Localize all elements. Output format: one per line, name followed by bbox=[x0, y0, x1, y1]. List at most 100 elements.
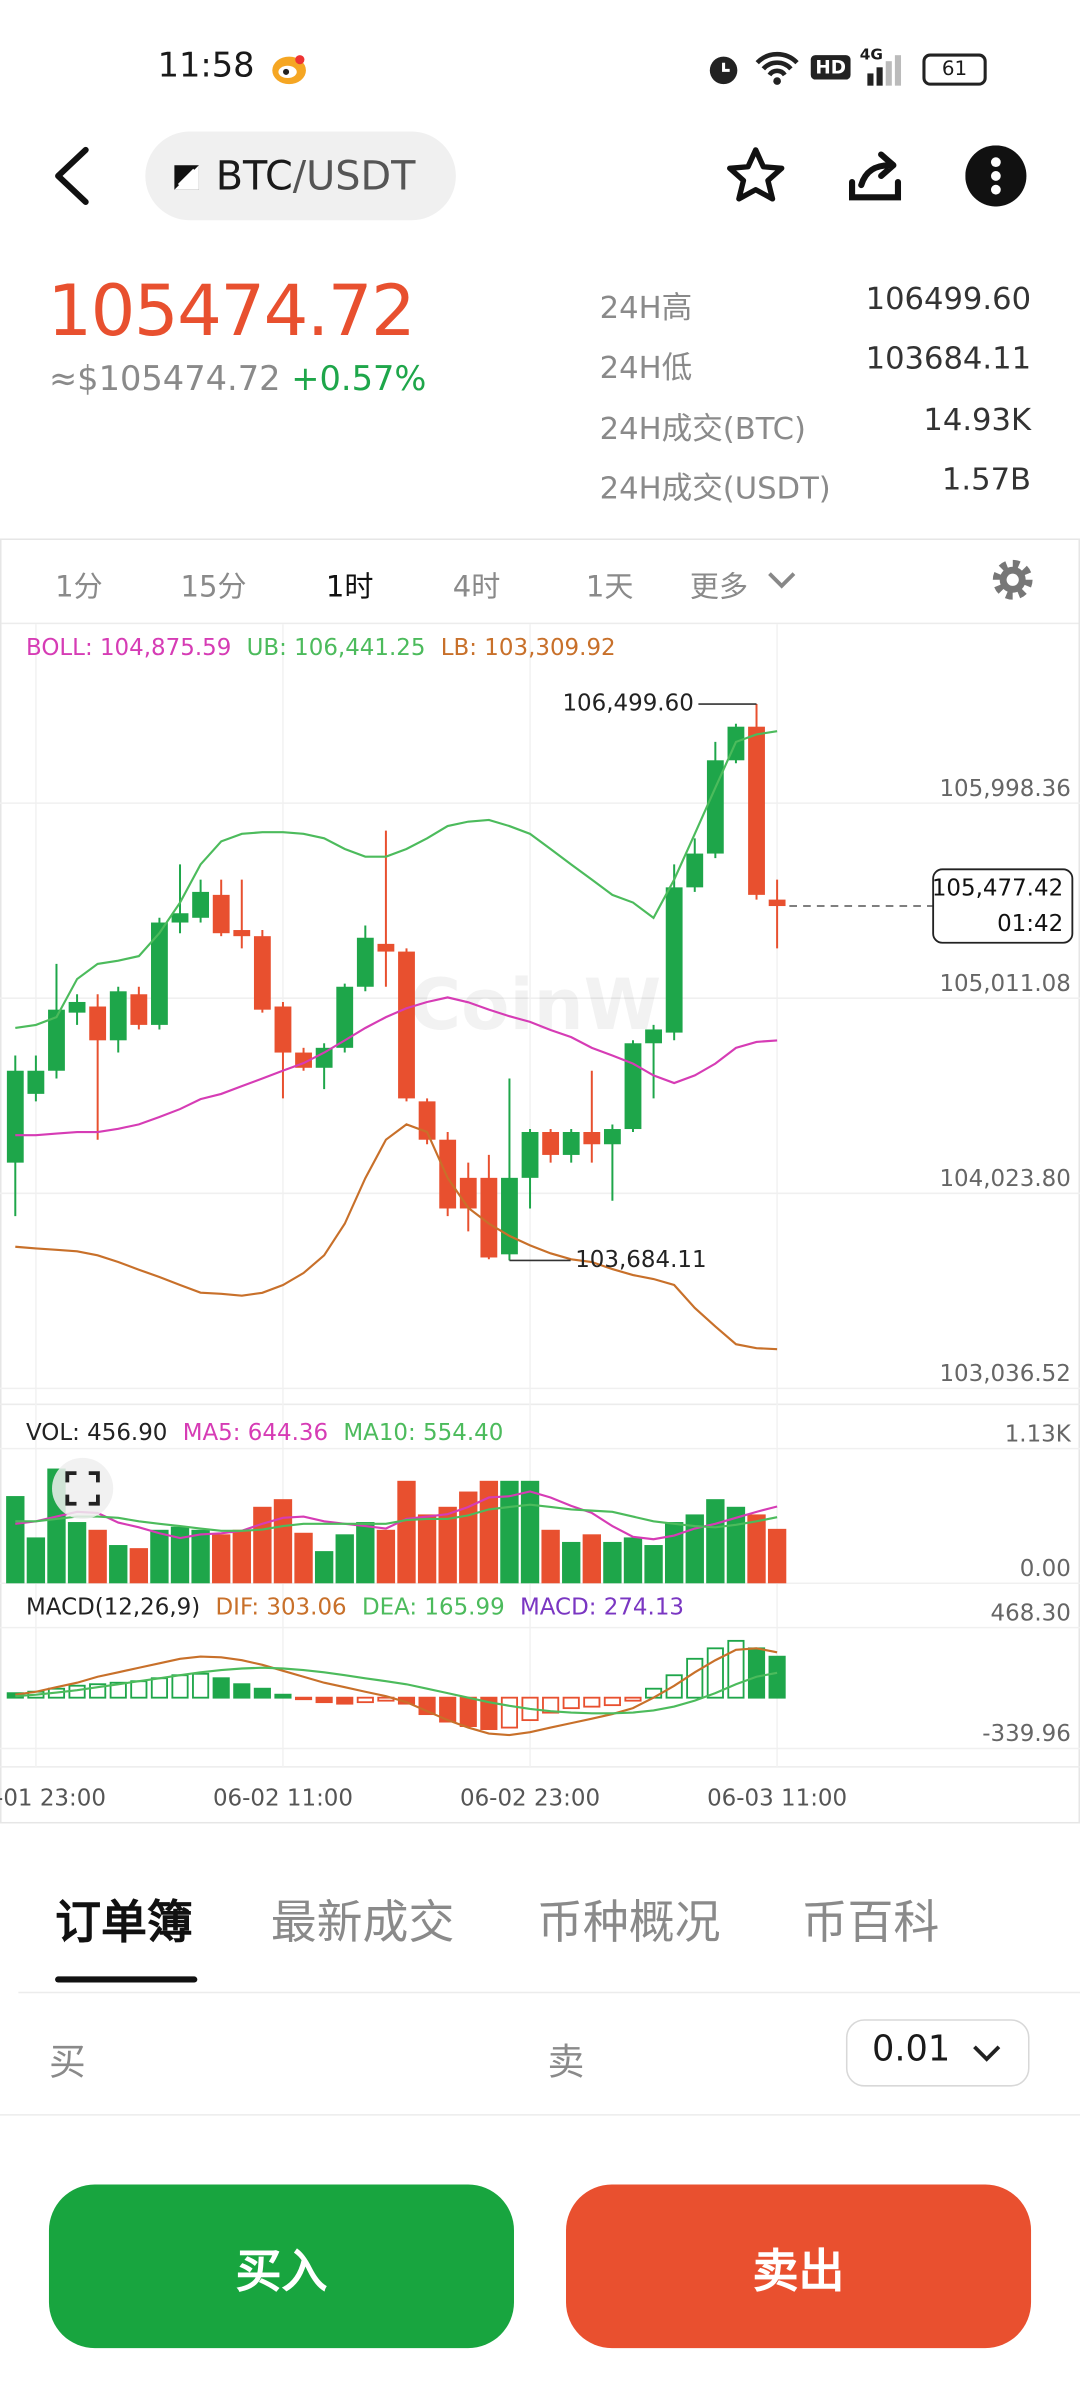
candle-body bbox=[233, 930, 251, 937]
volume-bar bbox=[294, 1532, 313, 1584]
indicator-line bbox=[15, 730, 778, 1030]
macd-bar bbox=[603, 1696, 621, 1707]
plot-area: 06-01 23:00 06-02 11:00 06-02 23:00 06-03 1… bbox=[0, 624, 1080, 1811]
indicator-legend: DEA: 165.99 bbox=[362, 1594, 505, 1620]
volume-bar bbox=[520, 1480, 540, 1584]
candle-body bbox=[130, 994, 148, 1025]
candle-body bbox=[27, 1070, 45, 1094]
candle-body bbox=[68, 1001, 86, 1013]
base-asset: BTC bbox=[215, 154, 293, 201]
macd-bar bbox=[480, 1696, 498, 1730]
volume-bar bbox=[212, 1534, 231, 1584]
share-button[interactable] bbox=[844, 145, 905, 206]
macd-bar bbox=[336, 1696, 354, 1705]
wifi-icon bbox=[755, 52, 799, 85]
y-tick-label: 103,036.52 bbox=[939, 1361, 1070, 1387]
volume-bar bbox=[623, 1537, 643, 1584]
price-change: +0.57% bbox=[291, 361, 427, 400]
timeframe-tab[interactable]: 1天 bbox=[585, 570, 634, 605]
more-button[interactable] bbox=[965, 145, 1027, 207]
candle-body bbox=[542, 1132, 560, 1155]
sell-column: 卖 bbox=[547, 2040, 585, 2084]
candle-body bbox=[562, 1132, 580, 1155]
candle-body bbox=[521, 1132, 539, 1178]
indicator-line bbox=[15, 1503, 778, 1532]
current-price-label: 105,477.42 bbox=[932, 876, 1063, 902]
candle-body bbox=[645, 1029, 662, 1044]
stat-value: 1.57B bbox=[941, 460, 1032, 498]
macd-bar bbox=[686, 1657, 704, 1699]
volume-bar bbox=[253, 1506, 272, 1584]
volume-bar bbox=[685, 1514, 704, 1584]
candle-body bbox=[398, 951, 415, 1099]
indicator-line bbox=[15, 1647, 778, 1737]
volume-bar bbox=[582, 1534, 601, 1584]
stat-label: 24H低 bbox=[599, 348, 693, 386]
timeframe-tab[interactable]: 1分 bbox=[55, 570, 103, 605]
candle-body bbox=[665, 887, 683, 1033]
volume-bar bbox=[88, 1529, 107, 1584]
volume-bar bbox=[232, 1529, 251, 1584]
candle-body bbox=[192, 891, 210, 918]
kline-chart: 06-01 23:00 06-02 11:00 06-02 23:00 06-03 1… bbox=[0, 624, 1080, 1811]
stat-label: 24H成交(USDT) bbox=[599, 469, 831, 507]
fullscreen-button[interactable] bbox=[50, 1456, 114, 1520]
indicator-legend: MACD(12,26,9) bbox=[26, 1594, 200, 1620]
timeframe-tab[interactable]: 4时 bbox=[452, 570, 501, 605]
timeframe-tab[interactable]: 15分 bbox=[180, 570, 247, 605]
candle-body bbox=[748, 726, 765, 895]
volume-bar bbox=[273, 1499, 293, 1584]
tab-indicator bbox=[55, 1976, 198, 1983]
indicator-legend: MA5: 644.36 bbox=[183, 1420, 328, 1446]
favorite-button[interactable] bbox=[725, 145, 786, 206]
volume-bar bbox=[376, 1529, 396, 1584]
stat-value: 14.93K bbox=[923, 400, 1032, 438]
candle-body bbox=[315, 1047, 333, 1068]
countdown: 01:42 bbox=[997, 911, 1063, 937]
indicator-legend: VOL: 456.90 bbox=[26, 1420, 167, 1446]
x-tick-label: 06-02 23:00 bbox=[460, 1785, 600, 1811]
volume-bar bbox=[644, 1545, 663, 1584]
timeframe-more[interactable]: 更多 bbox=[689, 570, 749, 605]
candle-body bbox=[624, 1043, 642, 1130]
volume-bar bbox=[170, 1526, 190, 1584]
macd-bar bbox=[439, 1696, 457, 1723]
settings-button[interactable] bbox=[990, 557, 1036, 603]
buy-column: 买 bbox=[48, 2040, 86, 2084]
y-tick-label: 468.30 bbox=[991, 1600, 1071, 1626]
sell-button[interactable]: 卖出 bbox=[566, 2184, 1032, 2349]
x-tick-label: 06-01 23:00 bbox=[0, 1785, 106, 1811]
tab-active[interactable]: 订单簿 bbox=[55, 1896, 193, 1951]
candle-body bbox=[377, 943, 395, 952]
candle-body bbox=[109, 991, 127, 1041]
precision-dropdown[interactable] bbox=[845, 2019, 1030, 2087]
indicator-line bbox=[15, 1666, 778, 1715]
back-button[interactable] bbox=[46, 145, 98, 206]
macd-bar bbox=[171, 1674, 189, 1699]
volume-bar bbox=[562, 1541, 581, 1584]
y-tick-label: 104,023.80 bbox=[939, 1166, 1070, 1192]
candle-body bbox=[768, 899, 786, 907]
stat-value: 106499.60 bbox=[865, 279, 1032, 317]
timeframe-tab-active[interactable]: 1时 bbox=[325, 570, 374, 605]
volume-bar bbox=[129, 1548, 149, 1584]
tab[interactable]: 币种概况 bbox=[536, 1896, 721, 1951]
signal-icon bbox=[867, 55, 902, 86]
candle-body bbox=[171, 913, 189, 923]
network-type: 4G bbox=[859, 47, 883, 65]
volume-bar bbox=[438, 1506, 457, 1584]
macd-bar bbox=[150, 1677, 168, 1699]
candle-body bbox=[686, 853, 704, 888]
buy-button[interactable]: 买入 bbox=[48, 2184, 514, 2349]
tab[interactable]: 币百科 bbox=[801, 1896, 940, 1951]
candle-body bbox=[356, 937, 374, 987]
approx-price: ≈$105474.72 bbox=[48, 361, 281, 400]
indicator-line bbox=[15, 996, 778, 1137]
current-price-box bbox=[932, 868, 1074, 944]
last-price: 105474.72 bbox=[47, 269, 415, 352]
volume-bar bbox=[541, 1529, 560, 1584]
weibo-icon bbox=[272, 55, 306, 85]
tab[interactable]: 最新成交 bbox=[270, 1896, 455, 1951]
y-tick-label: 1.13K bbox=[1005, 1421, 1072, 1447]
macd-bar bbox=[459, 1696, 477, 1728]
